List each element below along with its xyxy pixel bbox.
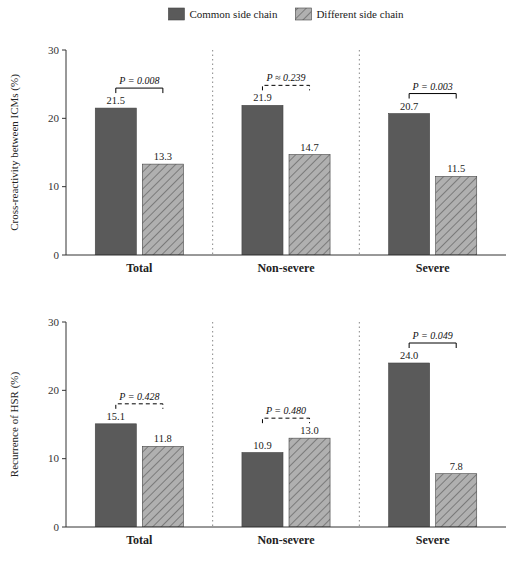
bars	[95, 363, 476, 527]
legend-label: Common side chain	[189, 8, 277, 20]
bar	[242, 105, 283, 255]
data-label: 15.1	[107, 411, 125, 422]
y-tick-label: 30	[48, 44, 60, 56]
p-value: P = 0.480	[265, 405, 306, 416]
bar	[142, 446, 183, 527]
data-label: 11.8	[154, 433, 172, 444]
x-tick-label: Total	[126, 261, 153, 275]
bracket	[409, 343, 456, 348]
bracket	[262, 418, 309, 423]
y-tick-label: 30	[48, 316, 60, 328]
bars	[95, 105, 476, 255]
data-label: 21.9	[253, 92, 271, 103]
y-tick	[62, 50, 66, 51]
data-label: 20.7	[400, 101, 418, 112]
bar	[436, 474, 477, 527]
x-tick-label: Non-severe	[257, 261, 315, 275]
y-tick	[62, 186, 66, 187]
legend-item: Different side chain	[295, 8, 404, 20]
y-tick-label: 0	[54, 249, 60, 261]
bar	[289, 155, 330, 255]
y-tick	[62, 322, 66, 323]
y-tick-label: 20	[48, 384, 60, 396]
legend-swatch	[295, 8, 311, 20]
chart: 15.1 10.9 24.0 11.8 13.0 7.8 P = 0.428 P = 0.48…	[8, 316, 506, 548]
y-tick	[62, 118, 66, 119]
x-tick-label: Total	[126, 533, 153, 547]
x-axis	[66, 255, 506, 256]
y-axis	[66, 50, 67, 255]
divider	[212, 322, 213, 527]
bar	[289, 438, 330, 527]
data-label: 11.5	[447, 163, 465, 174]
y-tick	[62, 255, 66, 256]
bar	[389, 363, 430, 527]
bar	[242, 453, 283, 527]
bracket	[409, 94, 456, 99]
legend-swatch	[168, 8, 184, 20]
divider	[359, 322, 360, 527]
bar	[436, 176, 477, 255]
p-value: P = 0.428	[118, 391, 159, 402]
x-axis	[66, 527, 506, 528]
divider	[212, 50, 213, 255]
p-value: P = 0.003	[412, 81, 453, 92]
x-tick-label: Non-severe	[257, 533, 315, 547]
x-tick-label: Severe	[416, 261, 450, 275]
y-tick-label: 10	[48, 452, 60, 464]
y-axis-label: Recurrence of HSR (%)	[8, 371, 21, 477]
legend-item: Common side chain	[168, 8, 277, 20]
bar	[389, 114, 430, 255]
legend-label: Different side chain	[316, 8, 404, 20]
bar	[142, 164, 183, 255]
data-label: 24.0	[400, 350, 418, 361]
y-axis-label: Cross-reactivity between ICMs (%)	[8, 74, 21, 231]
p-value: P ≈ 0.239	[266, 72, 306, 83]
x-tick-label: Severe	[416, 533, 450, 547]
y-tick-label: 20	[48, 112, 60, 124]
data-label: 13.3	[154, 151, 172, 162]
data-label: 21.5	[107, 95, 125, 106]
y-tick	[62, 527, 66, 528]
bracket	[116, 88, 163, 93]
data-label: 14.7	[300, 142, 318, 153]
data-label: 10.9	[253, 440, 271, 451]
bracket	[116, 404, 163, 409]
data-label: 13.0	[300, 425, 318, 436]
y-axis	[66, 322, 67, 527]
y-tick-label: 0	[54, 521, 60, 533]
y-tick	[62, 458, 66, 459]
data-label: 7.8	[450, 461, 463, 472]
y-tick-label: 10	[48, 180, 60, 192]
y-tick	[62, 390, 66, 391]
bar	[95, 108, 136, 255]
bar	[95, 424, 136, 527]
bracket	[262, 85, 309, 90]
chart: 21.5 21.9 20.7 13.3 14.7 11.5 P = 0.008 P ≈ 0.2…	[8, 44, 506, 276]
p-value: P = 0.008	[118, 75, 159, 86]
p-value: P = 0.049	[412, 330, 453, 341]
chart-root: 21.5 21.9 20.7 13.3 14.7 11.5 P = 0.008 P ≈ 0.2…	[0, 0, 520, 584]
legend: Common side chain Different side chain	[168, 8, 404, 20]
divider	[359, 50, 360, 255]
